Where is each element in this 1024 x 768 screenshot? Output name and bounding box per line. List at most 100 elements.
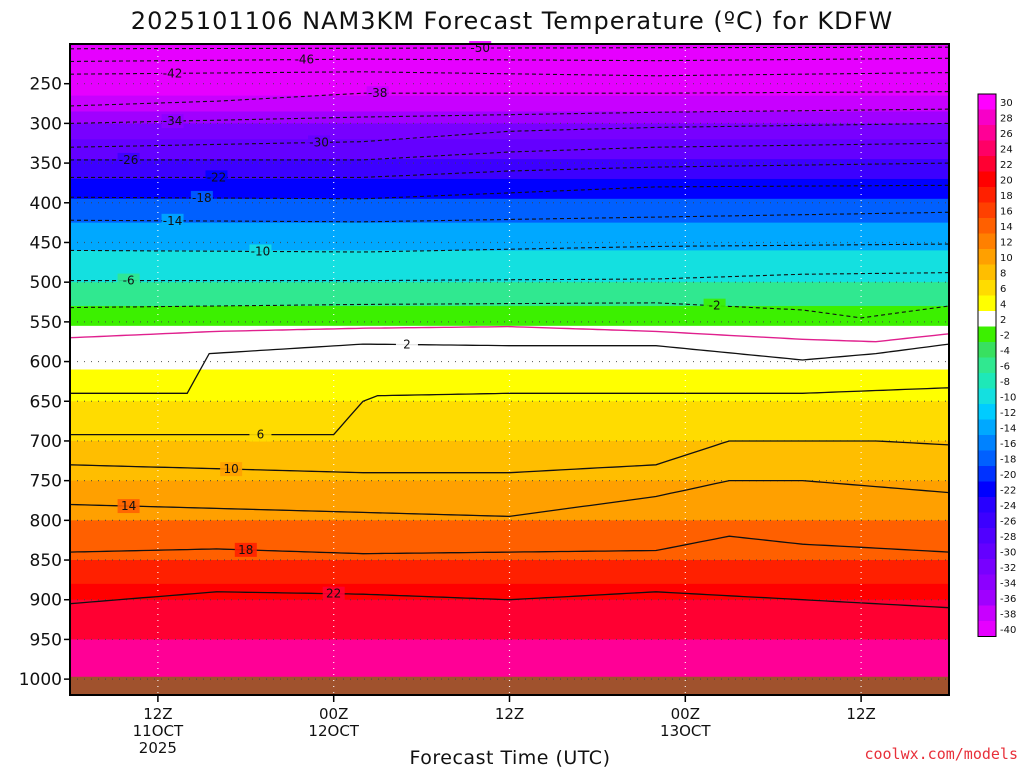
temperature-band bbox=[70, 305, 949, 327]
temperature-band bbox=[70, 123, 949, 140]
colorbar-label: 8 bbox=[1000, 268, 1006, 279]
contour-label: -10 bbox=[251, 244, 271, 258]
surface-ground bbox=[70, 676, 949, 695]
contour-label: -14 bbox=[163, 214, 183, 228]
temperature-band bbox=[70, 178, 949, 200]
colorbar-swatch bbox=[978, 543, 996, 559]
y-tick-label: 400 bbox=[30, 194, 62, 214]
isotherm-solid bbox=[70, 343, 950, 394]
contour-label-bg bbox=[190, 190, 213, 205]
temperature-band bbox=[70, 198, 949, 224]
contour-label-bg bbox=[366, 86, 389, 101]
contour-label: -38 bbox=[368, 86, 388, 100]
contour-label-bg bbox=[308, 135, 331, 150]
colorbar-swatch bbox=[978, 249, 996, 265]
y-tick-label: 650 bbox=[30, 392, 62, 412]
contour-label-bg bbox=[205, 170, 228, 185]
colorbar-swatch bbox=[978, 419, 996, 435]
colorbar-label: -34 bbox=[1000, 578, 1016, 589]
contour-label: -34 bbox=[163, 114, 183, 128]
colorbar-swatch bbox=[978, 156, 996, 172]
colorbar-swatch bbox=[978, 125, 996, 141]
colorbar-label: 28 bbox=[1000, 113, 1013, 124]
contour-label-bg bbox=[293, 52, 316, 67]
contour-label-bg bbox=[322, 586, 345, 601]
contour-label: 2 bbox=[403, 338, 411, 352]
colorbar-label: 16 bbox=[1000, 206, 1013, 217]
colorbar-label: -14 bbox=[1000, 423, 1016, 434]
y-tick-label: 350 bbox=[30, 154, 62, 174]
contour-label: 6 bbox=[257, 428, 265, 442]
contour-label-bg bbox=[249, 427, 272, 442]
contour-label: -46 bbox=[295, 53, 315, 67]
temperature-band bbox=[70, 599, 949, 641]
temperature-band bbox=[70, 139, 949, 160]
contour-label-bg bbox=[161, 66, 184, 81]
y-tick-label: 450 bbox=[30, 233, 62, 253]
colorbar-swatch bbox=[978, 171, 996, 187]
isotherm-solid bbox=[69, 591, 950, 609]
colorbar-swatch bbox=[978, 590, 996, 606]
contour-label: -42 bbox=[163, 66, 183, 80]
colorbar-frame bbox=[977, 93, 997, 637]
colorbar-swatch bbox=[978, 202, 996, 218]
colorbar-swatch bbox=[978, 264, 996, 280]
colorbar-swatch bbox=[978, 404, 996, 420]
contour-label-bg bbox=[117, 499, 140, 514]
colorbar-swatch bbox=[978, 140, 996, 156]
colorbar-label: -20 bbox=[1000, 470, 1016, 481]
contour-label-bg bbox=[395, 337, 418, 352]
colorbar-label: -18 bbox=[1000, 454, 1016, 465]
contour-label: 18 bbox=[238, 543, 253, 557]
temperature-band bbox=[70, 95, 949, 113]
colorbar-swatch bbox=[978, 233, 996, 249]
x-tick-label: 2025 bbox=[139, 739, 177, 757]
y-tick-label: 850 bbox=[30, 551, 62, 571]
contour-label-bg bbox=[117, 152, 140, 167]
isotherm-solid bbox=[70, 387, 950, 436]
contour-label-bg bbox=[249, 244, 272, 259]
colorbar-swatch bbox=[978, 94, 996, 110]
isotherm-solid bbox=[69, 535, 950, 555]
x-tick-label: 00Z bbox=[319, 705, 348, 723]
y-tick-label: 300 bbox=[30, 114, 62, 134]
colorbar-swatch bbox=[978, 311, 996, 327]
contour-label: -22 bbox=[207, 170, 227, 184]
isotherm-solid bbox=[69, 440, 950, 474]
isotherm-freezing bbox=[69, 325, 950, 343]
colorbar-label: -24 bbox=[1000, 501, 1016, 512]
colorbar-label: 12 bbox=[1000, 237, 1013, 248]
colorbar-swatch bbox=[978, 435, 996, 451]
temperature-fill bbox=[70, 44, 949, 696]
colorbar-swatch bbox=[978, 512, 996, 528]
x-tick-label: 00Z bbox=[671, 705, 700, 723]
isotherm-solid bbox=[69, 479, 950, 518]
colorbar-label: 2 bbox=[1000, 315, 1006, 326]
credit-text: coolwx.com/models bbox=[864, 745, 1018, 763]
contour-label: -6 bbox=[123, 274, 135, 288]
x-tick-label: 11OCT bbox=[133, 722, 184, 740]
colorbar-label: -32 bbox=[1000, 563, 1016, 574]
y-axis-pressure: 250 300 350 400 450 500 550 600 650 700 750 800 850 9… bbox=[19, 75, 70, 690]
colorbar-label: 30 bbox=[1000, 98, 1013, 109]
y-tick-label: 750 bbox=[30, 472, 62, 492]
colorbar-label: -36 bbox=[1000, 594, 1016, 605]
temperature-contours: -50-46-42-38-34-30-26-22-18-14-10-6-2261… bbox=[69, 41, 950, 609]
gridlines bbox=[70, 44, 949, 695]
y-tick-label: 800 bbox=[30, 511, 62, 531]
contour-label-bg bbox=[161, 114, 184, 129]
colorbar-swatch bbox=[978, 109, 996, 125]
colorbar-swatch bbox=[978, 466, 996, 482]
temperature-band bbox=[70, 639, 949, 680]
y-tick-label: 250 bbox=[30, 75, 62, 95]
colorbar-label: -6 bbox=[1000, 361, 1010, 372]
contour-label-bg bbox=[220, 462, 243, 477]
colorbar-label: -2 bbox=[1000, 330, 1010, 341]
contour-label: 22 bbox=[326, 587, 341, 601]
colorbar-swatch bbox=[978, 357, 996, 373]
temperature-band bbox=[70, 63, 949, 77]
colorbar-label: 22 bbox=[1000, 160, 1013, 171]
contour-label-bg bbox=[703, 298, 726, 313]
colorbar-label: 18 bbox=[1000, 191, 1013, 202]
contour-label-bg bbox=[117, 273, 140, 288]
